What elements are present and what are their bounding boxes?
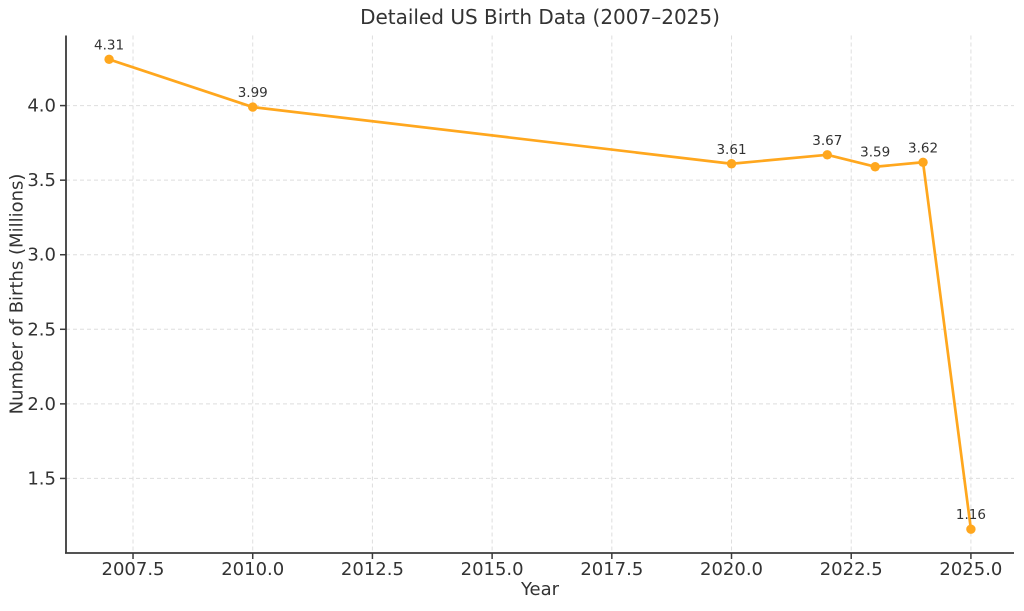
x-tick-label: 2015.0 — [461, 559, 524, 580]
point-value-annotation: 3.59 — [860, 145, 890, 161]
x-axis-label: Year — [520, 579, 560, 600]
y-tick-label: 3.0 — [27, 245, 56, 266]
y-tick-label: 3.5 — [27, 170, 56, 191]
data-point-marker — [104, 54, 114, 65]
data-point-marker — [822, 150, 832, 160]
point-value-annotation: 4.31 — [94, 37, 124, 53]
point-value-annotation: 3.67 — [812, 133, 842, 149]
x-tick-label: 2020.0 — [700, 559, 763, 580]
data-point-marker — [870, 162, 880, 172]
y-tick-label: 2.0 — [27, 394, 56, 415]
x-tick-label: 2007.5 — [102, 559, 165, 580]
x-tick-label: 2025.0 — [939, 559, 1002, 580]
point-value-annotation: 3.62 — [908, 140, 938, 156]
y-tick-label: 4.0 — [27, 96, 56, 117]
data-point-marker — [248, 102, 258, 112]
point-value-annotation: 3.61 — [716, 142, 746, 158]
chart-title: Detailed US Birth Data (2007–2025) — [360, 5, 720, 29]
x-tick-label: 2017.5 — [580, 559, 643, 580]
point-value-annotation: 3.99 — [238, 85, 268, 101]
x-tick-label: 2022.5 — [820, 559, 883, 580]
x-tick-label: 2010.0 — [221, 559, 284, 580]
y-tick-label: 1.5 — [27, 468, 56, 489]
data-point-marker — [726, 159, 737, 169]
data-line — [107, 58, 973, 531]
data-point-marker — [918, 157, 928, 167]
y-axis-label: Number of Births (Millions) — [6, 173, 28, 415]
y-tick-label: 2.5 — [27, 319, 56, 340]
point-value-annotation: 1.16 — [956, 507, 986, 523]
x-tick-label: 2012.5 — [341, 559, 404, 580]
data-point-marker — [966, 524, 976, 534]
